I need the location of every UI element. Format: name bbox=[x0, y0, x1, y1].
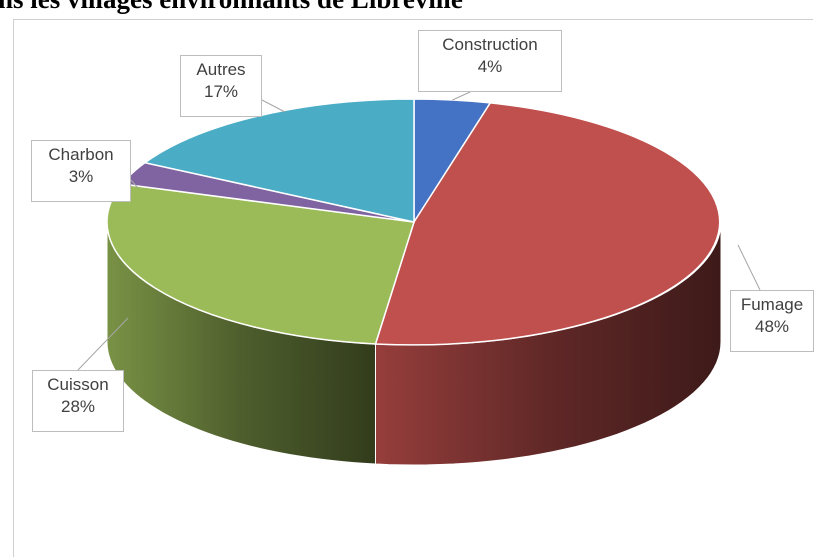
pie-slice-fumage bbox=[374, 102, 721, 346]
leader-line-cuisson bbox=[77, 317, 129, 371]
label-construction-pct: 4% bbox=[477, 57, 503, 76]
leader-line-autres bbox=[261, 99, 286, 113]
label-cuisson-name: Cuisson bbox=[47, 375, 109, 394]
leader-line-fumage bbox=[737, 244, 761, 291]
label-autres: Autres 17% bbox=[180, 55, 262, 117]
label-cuisson: Cuisson 28% bbox=[32, 370, 124, 432]
label-construction-name: Construction bbox=[442, 35, 538, 54]
label-fumage: Fumage 48% bbox=[730, 290, 814, 352]
label-autres-name: Autres bbox=[196, 60, 246, 79]
label-fumage-name: Fumage bbox=[740, 295, 804, 314]
chart-title: ns les villages environnants de Librevil… bbox=[0, 0, 463, 15]
label-fumage-pct: 48% bbox=[754, 317, 790, 336]
label-construction: Construction 4% bbox=[418, 30, 562, 92]
pie-slice-cuisson bbox=[106, 183, 415, 345]
chart-frame bbox=[13, 19, 813, 557]
label-charbon: Charbon 3% bbox=[31, 140, 131, 202]
label-charbon-pct: 3% bbox=[68, 167, 94, 186]
label-autres-pct: 17% bbox=[203, 82, 239, 101]
label-charbon-name: Charbon bbox=[48, 145, 114, 164]
label-cuisson-pct: 28% bbox=[60, 397, 96, 416]
leader-line-charbon bbox=[130, 179, 139, 189]
leader-line-construction bbox=[452, 91, 471, 101]
